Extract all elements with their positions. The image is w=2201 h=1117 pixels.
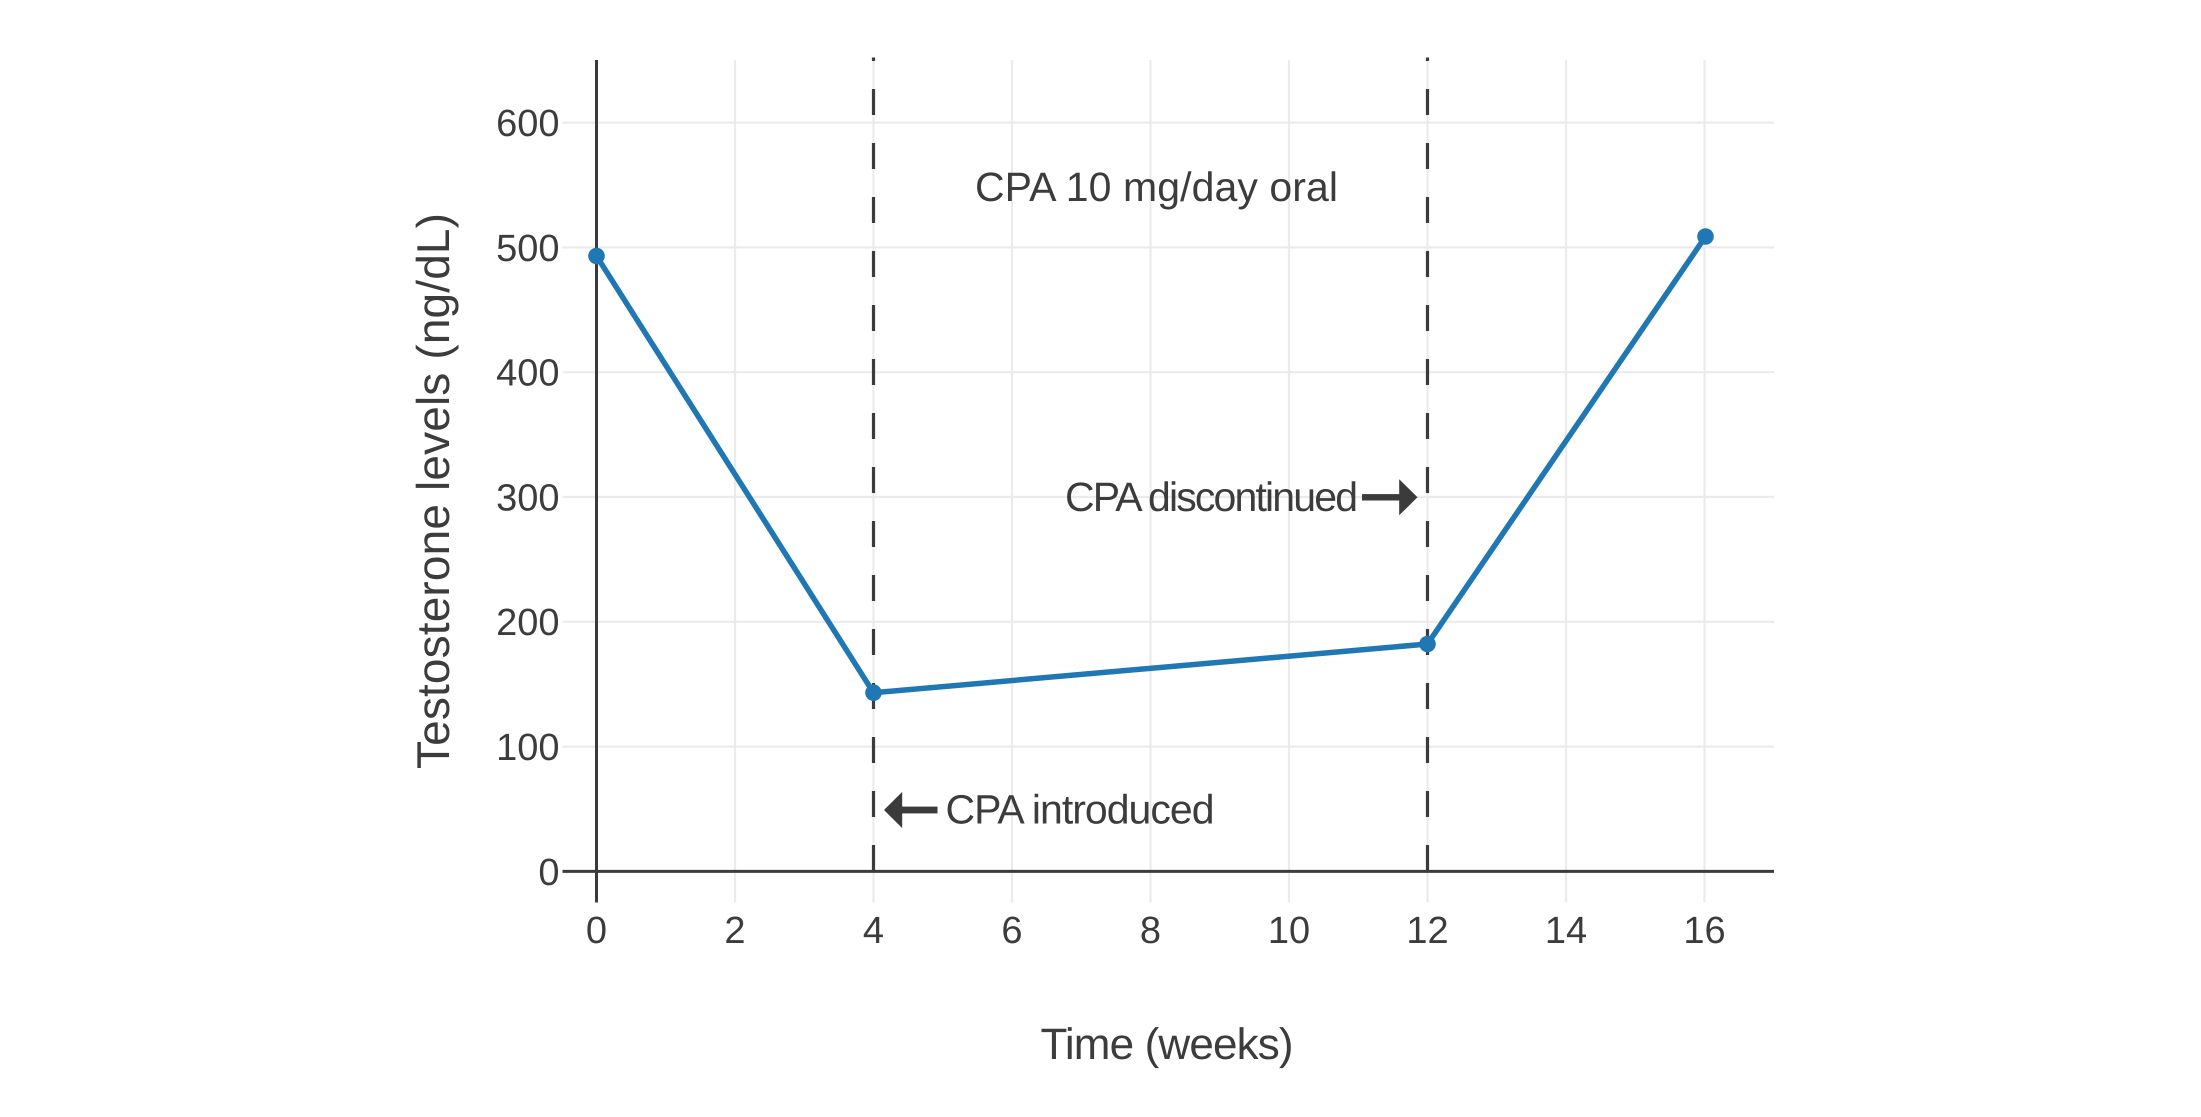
svg-text:16: 16 <box>1683 910 1725 952</box>
svg-text:4: 4 <box>863 910 884 952</box>
svg-text:100: 100 <box>496 727 559 769</box>
svg-text:CPA discontinued: CPA discontinued <box>1065 474 1358 520</box>
svg-text:CPA introduced: CPA introduced <box>946 787 1215 833</box>
svg-text:500: 500 <box>496 228 559 270</box>
svg-text:400: 400 <box>496 353 559 395</box>
svg-text:2: 2 <box>724 910 745 952</box>
svg-text:10: 10 <box>1268 910 1310 952</box>
svg-text:0: 0 <box>586 910 607 952</box>
svg-text:CPA 10 mg/day oral: CPA 10 mg/day oral <box>975 164 1338 210</box>
svg-text:8: 8 <box>1140 910 1161 952</box>
svg-text:0: 0 <box>538 852 559 894</box>
svg-text:12: 12 <box>1406 910 1448 952</box>
svg-text:200: 200 <box>496 602 559 644</box>
svg-text:600: 600 <box>496 103 559 145</box>
svg-text:14: 14 <box>1545 910 1587 952</box>
svg-text:300: 300 <box>496 477 559 519</box>
svg-text:Time (weeks): Time (weeks) <box>1041 1020 1294 1069</box>
svg-text:Testosterone levels (ng/dL): Testosterone levels (ng/dL) <box>407 213 459 769</box>
svg-text:6: 6 <box>1001 910 1022 952</box>
